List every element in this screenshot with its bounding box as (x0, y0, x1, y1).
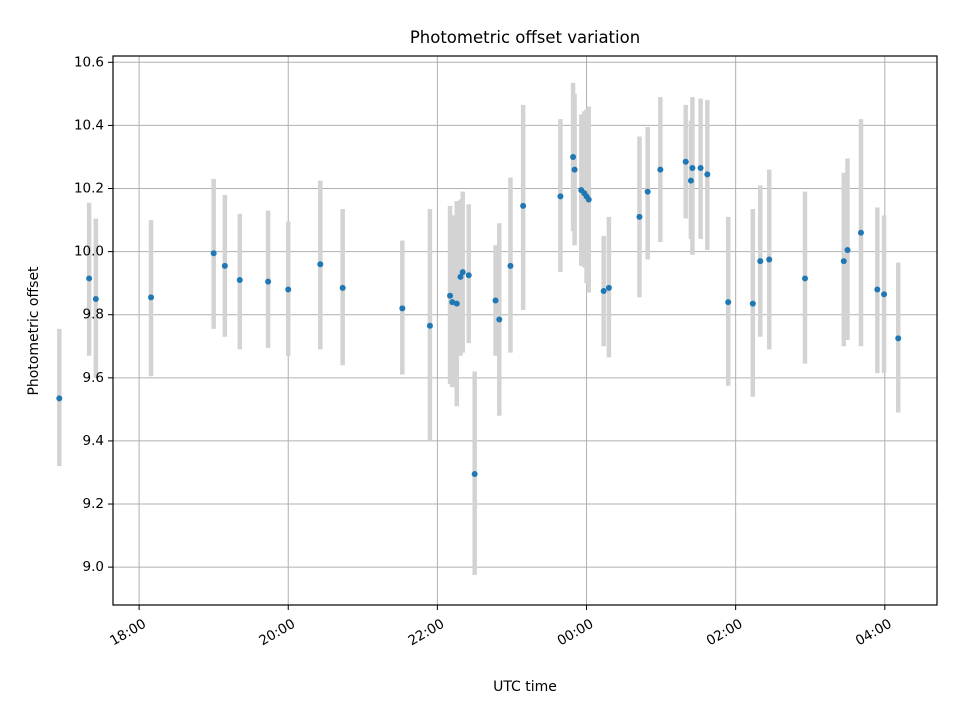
data-point (644, 188, 651, 195)
y-axis-ticks: 9.0 9.2 9.4 9.6 9.8 10.0 10.2 10.4 10.6 (74, 54, 113, 575)
data-point (840, 258, 847, 265)
y-axis-label: Photometric offset (26, 266, 42, 396)
data-point (496, 316, 503, 323)
data-point (682, 158, 689, 165)
data-point (844, 247, 851, 254)
x-axis-label: UTC time (493, 679, 557, 695)
data-point (857, 229, 864, 236)
data-point (636, 213, 643, 220)
data-point (802, 275, 809, 282)
data-point (657, 166, 664, 173)
data-point (520, 202, 527, 209)
y-tick-label: 9.8 (83, 307, 104, 323)
data-point (459, 269, 466, 276)
data-point (210, 250, 217, 257)
y-tick-label: 9.0 (83, 559, 104, 575)
y-tick-label: 10.0 (74, 244, 104, 260)
y-tick-label: 9.4 (83, 433, 104, 449)
y-tick-label: 9.6 (83, 370, 104, 386)
chart-title: Photometric offset variation (410, 28, 640, 47)
data-point (465, 272, 472, 279)
data-point (426, 322, 433, 329)
data-point (507, 262, 514, 269)
data-point (317, 261, 324, 268)
plot-area-frame (112, 55, 938, 606)
data-point (221, 262, 228, 269)
data-point (881, 291, 888, 298)
data-point (92, 295, 99, 302)
data-point (86, 275, 93, 282)
data-point (453, 300, 460, 307)
data-point (689, 165, 696, 172)
data-point (766, 256, 773, 263)
data-point (492, 297, 499, 304)
data-point (749, 300, 756, 307)
data-point (571, 166, 578, 173)
data-point (687, 177, 694, 184)
data-point (697, 165, 704, 172)
data-point (570, 153, 577, 160)
data-point (585, 196, 592, 203)
y-tick-label: 9.2 (83, 496, 104, 512)
data-point (757, 258, 764, 265)
data-point (471, 471, 478, 478)
y-tick-label: 10.2 (74, 181, 104, 197)
data-point (399, 305, 406, 312)
data-point (725, 299, 732, 306)
data-point (895, 335, 902, 342)
data-point (56, 395, 63, 402)
data-point (605, 284, 612, 291)
y-tick-label: 10.6 (74, 54, 104, 70)
data-point (265, 278, 272, 285)
data-point (600, 288, 607, 295)
data-point (457, 273, 464, 280)
data-point (236, 277, 243, 284)
data-point (339, 284, 346, 291)
y-tick-label: 10.4 (74, 117, 104, 133)
data-point (285, 286, 292, 293)
data-point (874, 286, 881, 293)
data-points (56, 153, 902, 478)
data-point (447, 292, 454, 299)
data-point (557, 193, 564, 200)
data-point (148, 294, 155, 301)
data-point (704, 171, 711, 178)
